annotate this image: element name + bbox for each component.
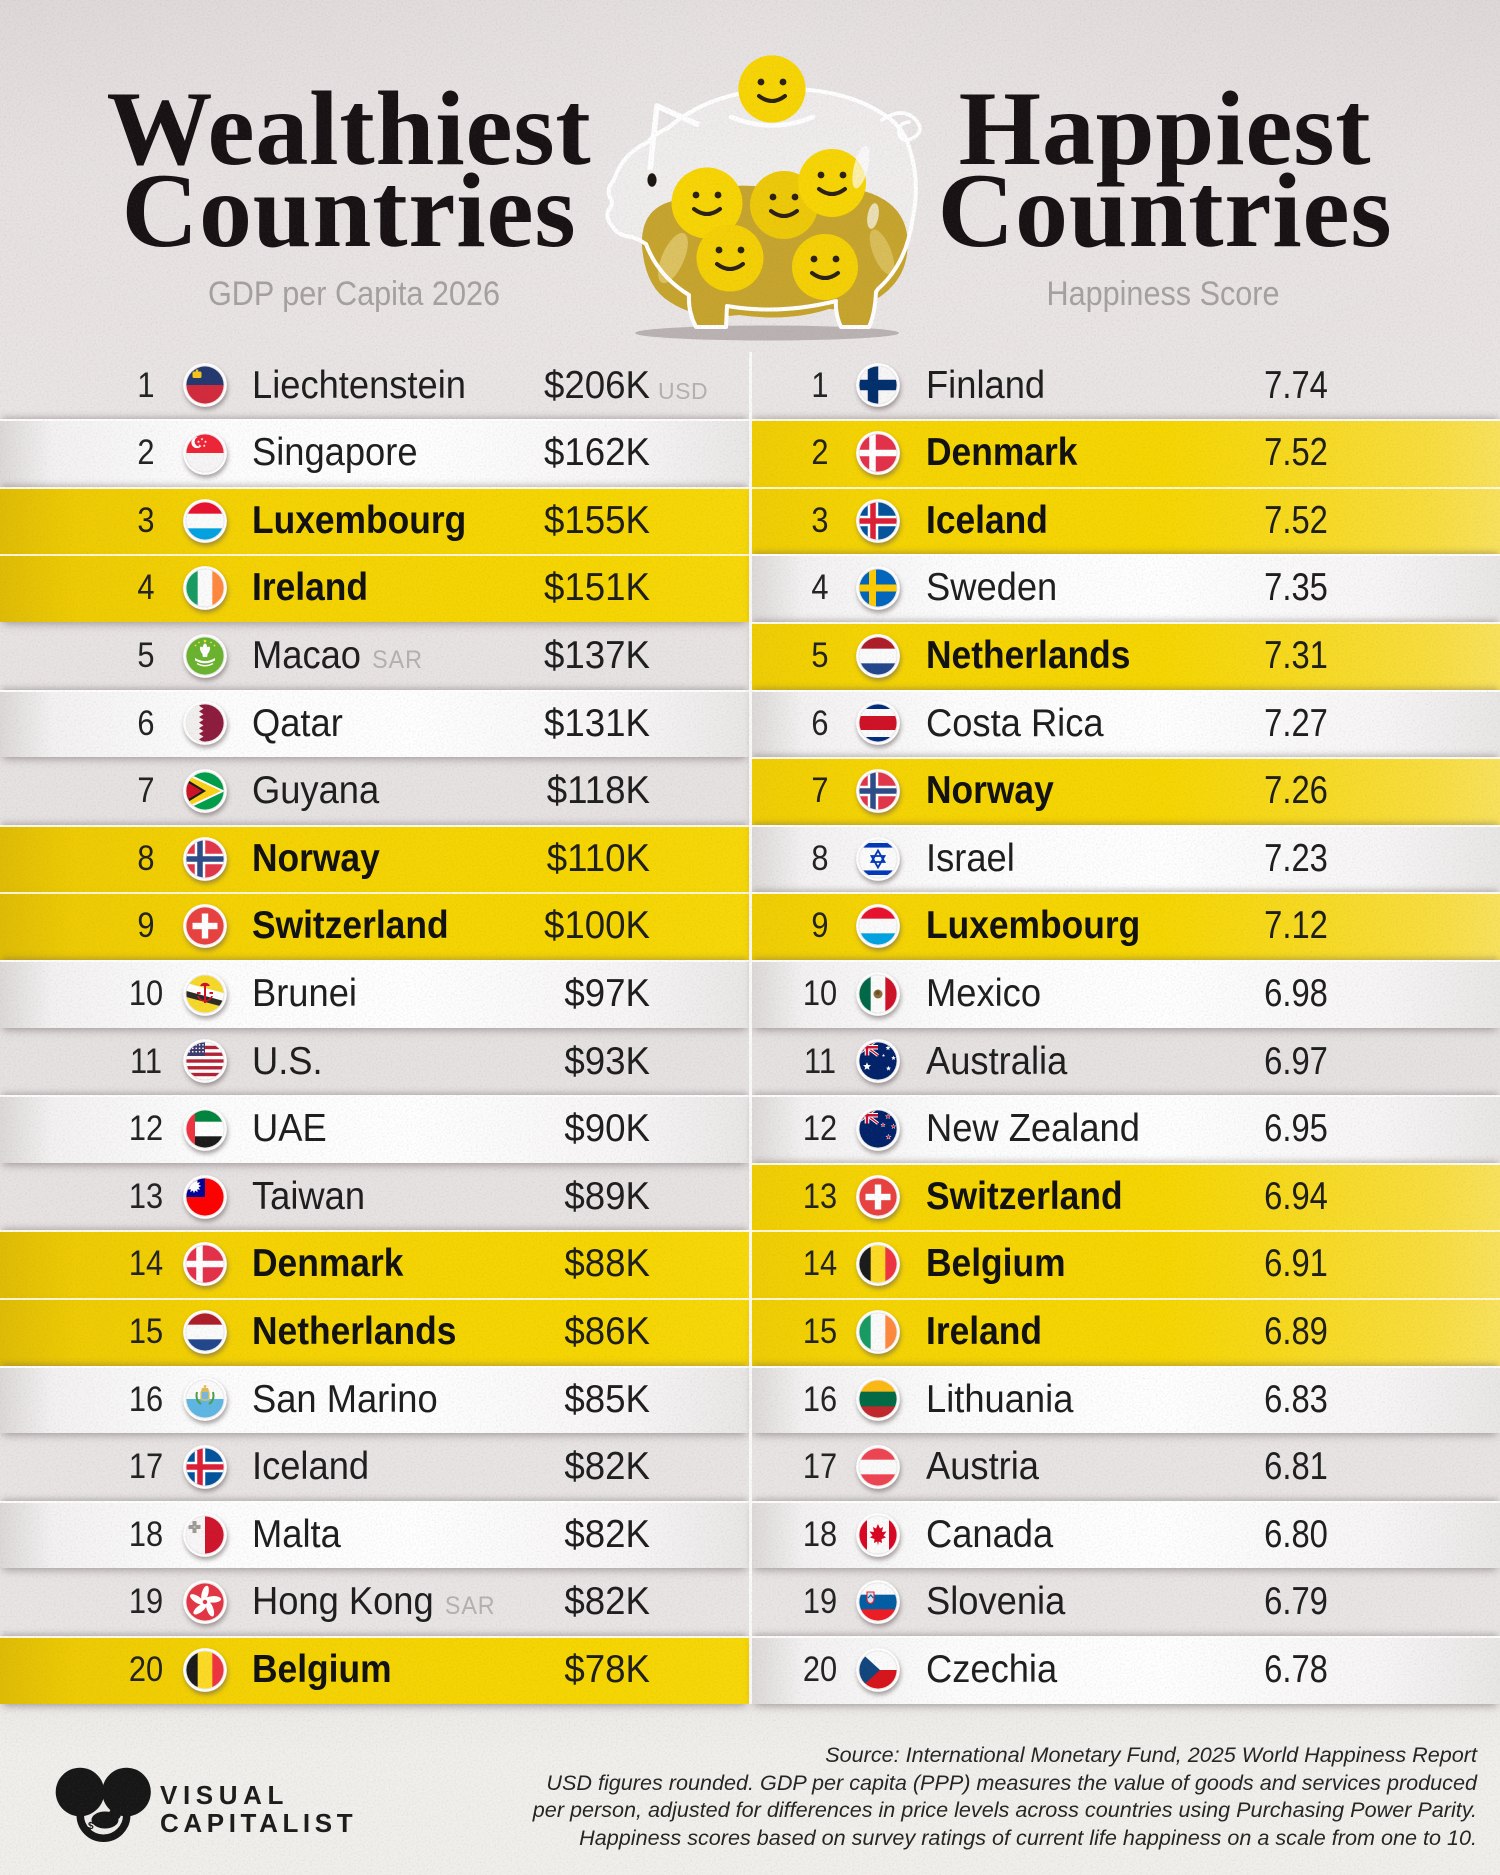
svg-text:$: $ [88,1821,94,1832]
